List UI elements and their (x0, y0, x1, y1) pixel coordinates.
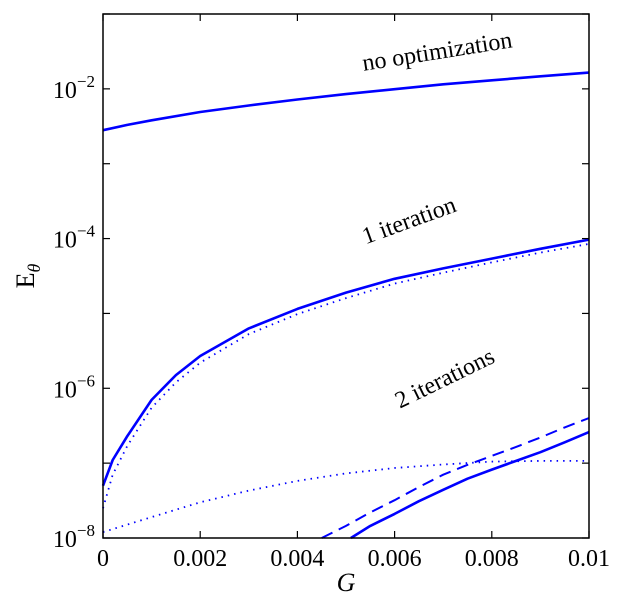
x-tick-label: 0.002 (173, 546, 227, 572)
series-line-4-dotted (102, 459, 589, 533)
y-tick-label: 10−4 (53, 222, 96, 254)
annotation-label: no optimization (360, 27, 514, 76)
series-line-5-dashed (321, 417, 590, 539)
y-axis-label-subscript: θ (24, 263, 44, 272)
x-axis-label: G (337, 568, 356, 595)
series-line-1-solid (102, 71, 590, 132)
y-axis-label: Eθ (11, 263, 44, 288)
y-tick-label: 10−2 (53, 72, 95, 104)
plot-frame (102, 13, 590, 539)
series-line-2-solid (101, 238, 590, 487)
x-tick-label: 0 (97, 546, 109, 572)
x-tick-label: 0.01 (568, 546, 610, 572)
series-line-3-dotted (102, 243, 590, 509)
annotation-label: 2 iterations (391, 344, 499, 414)
x-tick-label: 0.006 (368, 546, 422, 572)
y-tick-label: 10−6 (53, 371, 95, 403)
series-line-6-solid (350, 430, 590, 540)
y-tick-label: 10−8 (53, 521, 95, 553)
ticks-layer: 0 0.002 0.004 0.006 0.008 0.01 10−8 10−6 10−4 10−… (53, 13, 610, 572)
annotation-label: 1 iteration (359, 192, 460, 250)
series-layer (101, 71, 590, 540)
x-tick-label: 0.008 (465, 546, 519, 572)
x-tick-label: 0.004 (270, 546, 324, 572)
y-axis-label-main: E (11, 272, 40, 288)
